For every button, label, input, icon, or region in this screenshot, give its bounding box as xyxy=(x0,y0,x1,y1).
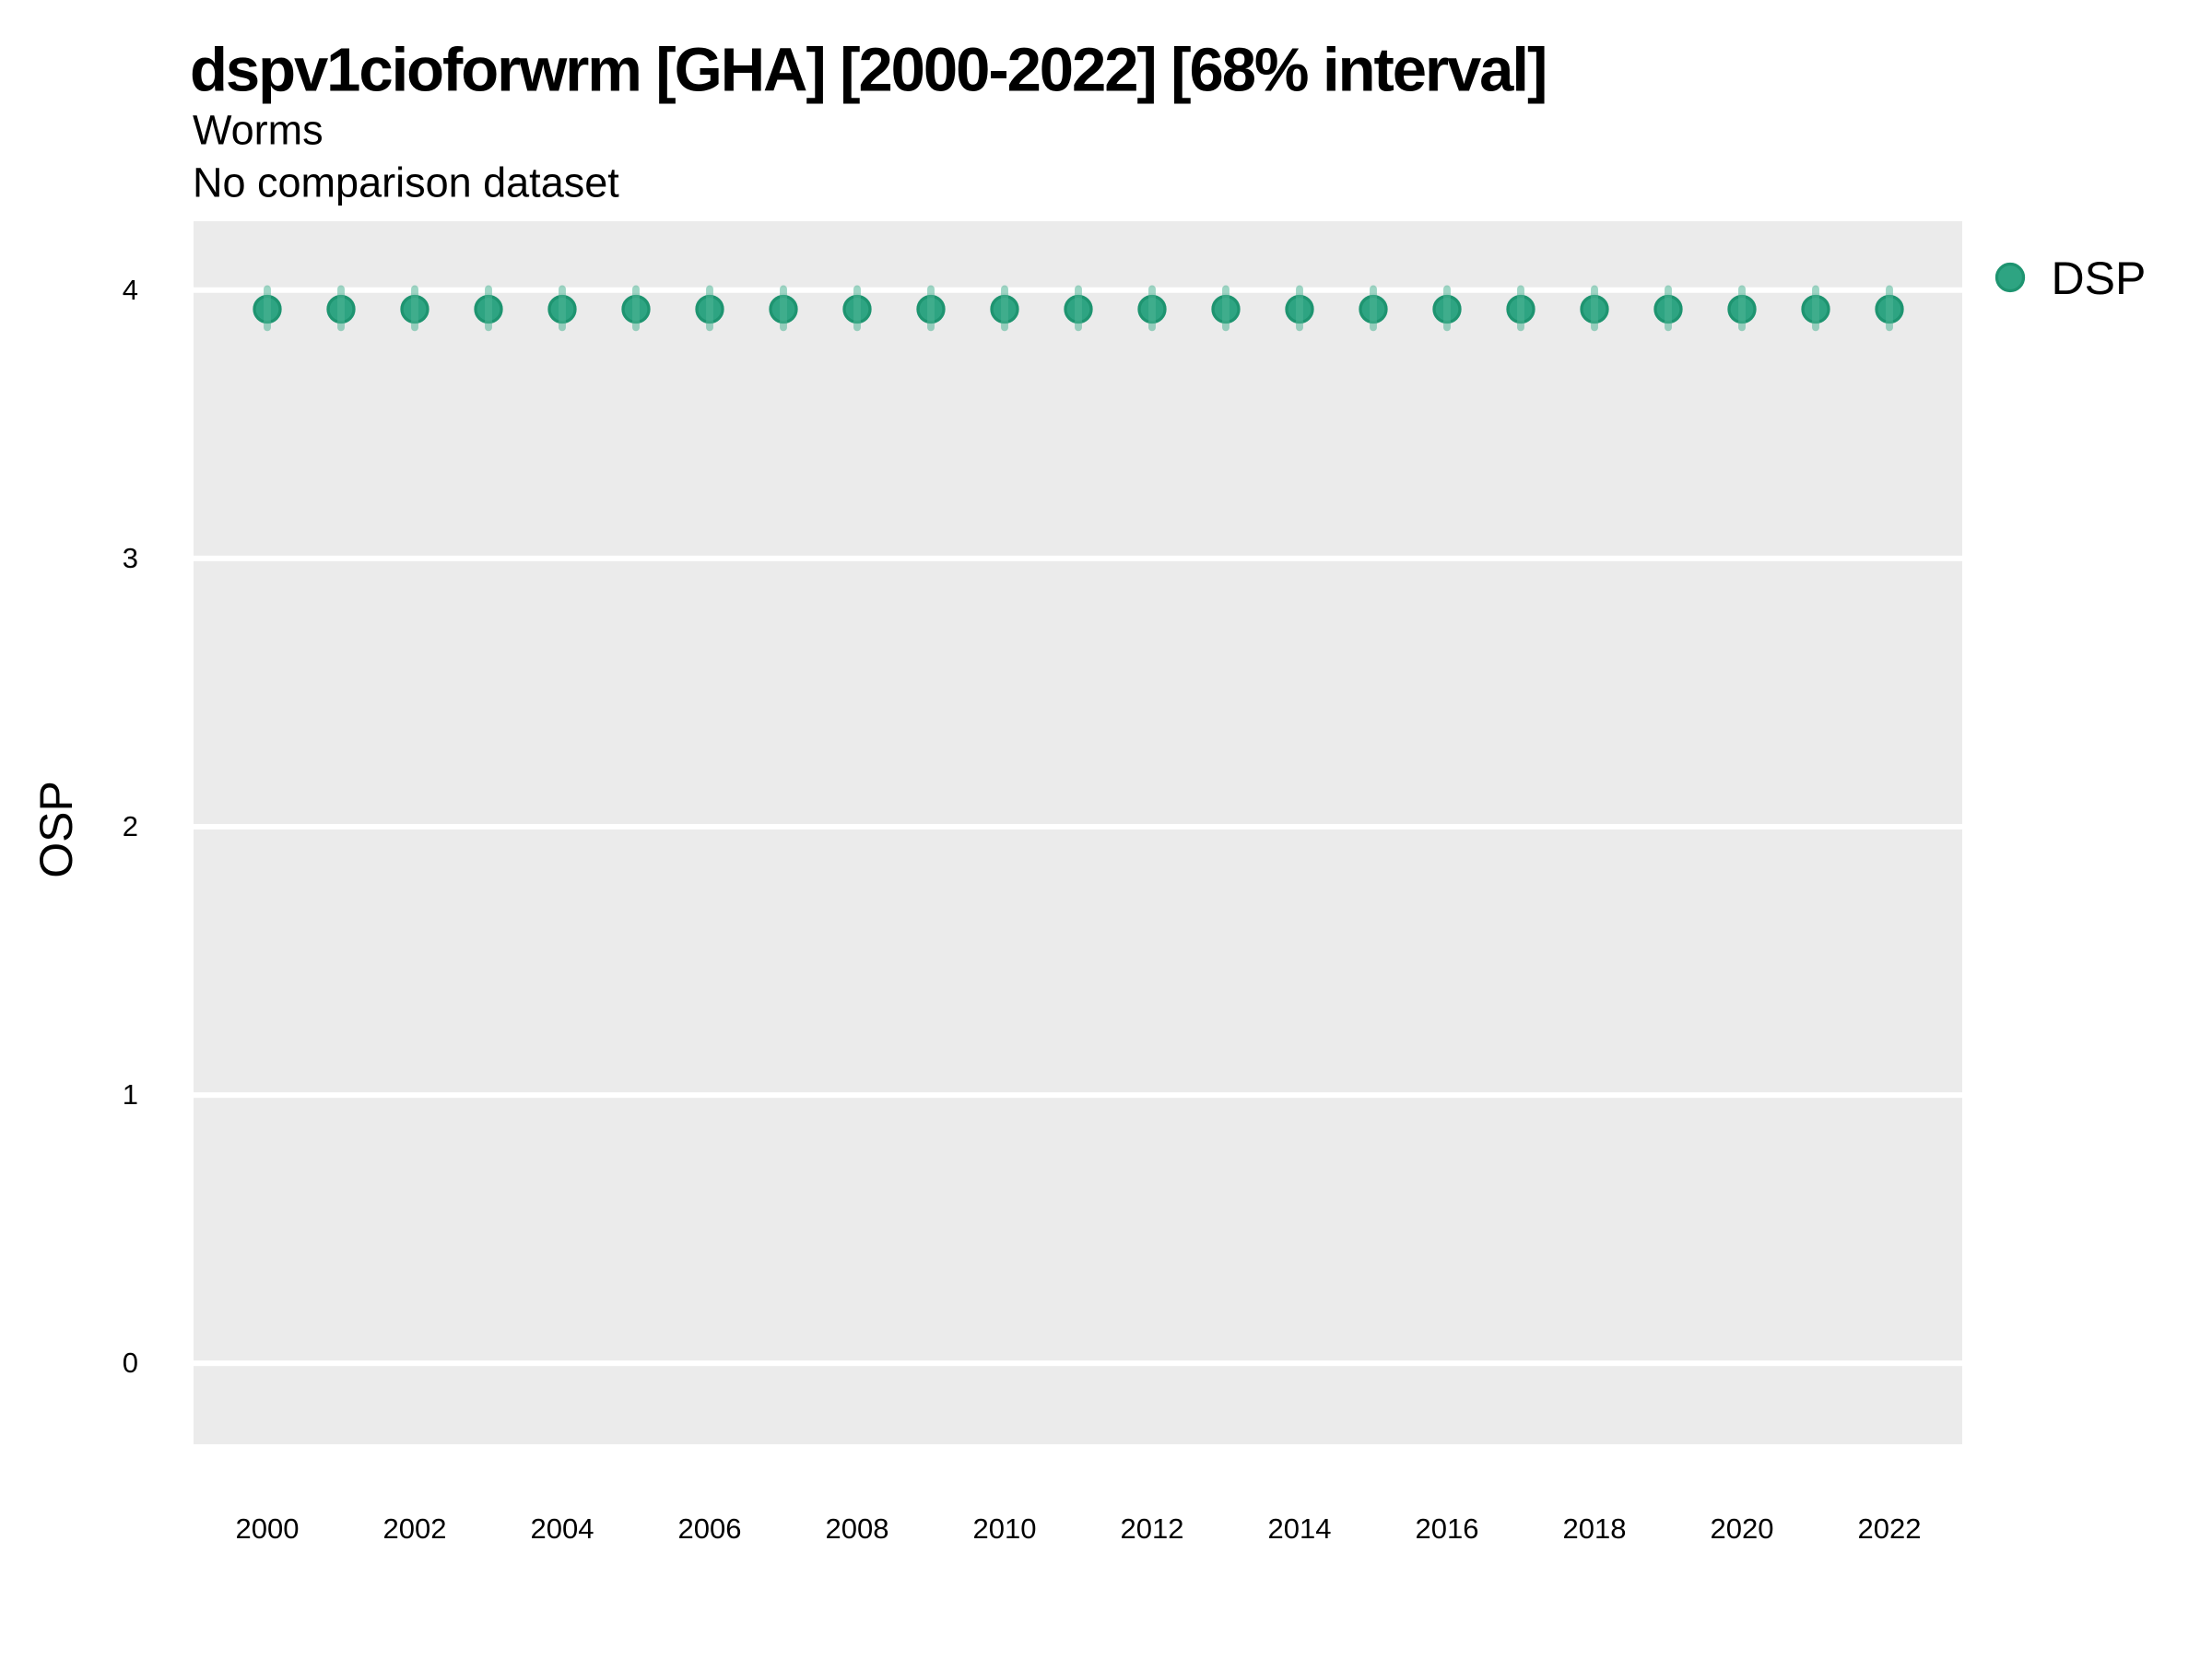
svg-text:2002: 2002 xyxy=(383,1512,447,1545)
svg-text:4: 4 xyxy=(123,274,138,306)
svg-text:1: 1 xyxy=(123,1078,138,1111)
svg-text:2004: 2004 xyxy=(531,1512,594,1545)
svg-text:DSP: DSP xyxy=(2052,253,2147,304)
svg-text:2012: 2012 xyxy=(1121,1512,1184,1545)
svg-text:2006: 2006 xyxy=(678,1512,742,1545)
svg-text:OSP: OSP xyxy=(30,781,82,878)
svg-text:2016: 2016 xyxy=(1416,1512,1479,1545)
svg-text:dspv1cioforwrm [GHA] [2000-202: dspv1cioforwrm [GHA] [2000-2022] [68% in… xyxy=(190,36,1546,105)
svg-text:2010: 2010 xyxy=(973,1512,1037,1545)
svg-text:0: 0 xyxy=(123,1347,138,1379)
svg-text:2008: 2008 xyxy=(826,1512,889,1545)
svg-text:3: 3 xyxy=(123,542,138,574)
svg-text:Worms: Worms xyxy=(193,107,324,154)
svg-text:2000: 2000 xyxy=(236,1512,300,1545)
svg-text:2022: 2022 xyxy=(1858,1512,1922,1545)
svg-text:2018: 2018 xyxy=(1563,1512,1627,1545)
svg-text:2014: 2014 xyxy=(1268,1512,1332,1545)
svg-text:2: 2 xyxy=(123,810,138,842)
svg-text:No comparison dataset: No comparison dataset xyxy=(193,159,619,206)
svg-text:2020: 2020 xyxy=(1711,1512,1774,1545)
